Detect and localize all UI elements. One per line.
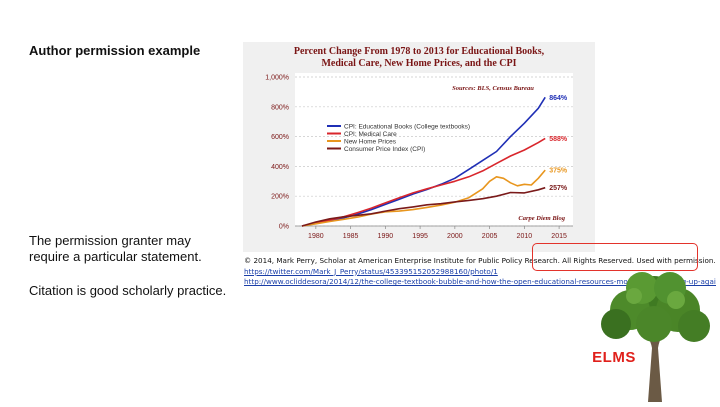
x-tick-label: 1980 [308, 233, 324, 240]
y-tick-label: 600% [271, 134, 289, 141]
series-end-label: 375% [549, 168, 568, 175]
tree-logo-icon [590, 266, 718, 402]
x-tick-label: 1990 [378, 233, 394, 240]
twitter-link[interactable]: https://twitter.com/Mark_J_Perry/status/… [244, 266, 498, 276]
series-line [301, 186, 546, 227]
source-link[interactable]: http://www.ocliddesora/2014/12/the-colle… [244, 277, 716, 286]
x-tick-label: 2015 [551, 233, 567, 240]
copyright-statement: © 2014, Mark Perry, Scholar at American … [244, 256, 716, 265]
legend-label: CPI: Educational Books (College textbook… [344, 123, 470, 130]
y-tick-label: 400% [271, 164, 289, 171]
permission-highlight [532, 243, 698, 271]
y-tick-label: 800% [271, 104, 289, 111]
x-tick-label: 1995 [412, 233, 428, 240]
x-tick-label: 2010 [517, 233, 533, 240]
chart-subtitle: Sources: BLS, Census Bureau [452, 85, 534, 92]
chart-watermark: Carpe Diem Blog [518, 215, 565, 222]
slide-title: Author permission example [29, 43, 201, 58]
chart-image: Percent Change From 1978 to 2013 for Edu… [243, 42, 595, 252]
credit-block: © 2014, Mark Perry, Scholar at American … [244, 256, 716, 288]
x-tick-label: 2000 [447, 233, 463, 240]
line-chart: Percent Change From 1978 to 2013 for Edu… [265, 46, 573, 240]
chart-title-line1: Percent Change From 1978 to 2013 for Edu… [294, 46, 545, 57]
logo-text: ELMS [592, 349, 636, 366]
permission-note: The permission granter may require a par… [29, 233, 202, 264]
y-tick-label: 1,000% [265, 75, 289, 82]
legend-label: CPI: Medical Care [344, 131, 397, 138]
series-end-label: 257% [549, 185, 568, 192]
series-end-label: 588% [549, 136, 568, 143]
chart-title-line2: Medical Care, New Home Prices, and the C… [321, 58, 516, 69]
x-tick-label: 1985 [343, 233, 359, 240]
citation-note: Citation is good scholarly practice. [29, 283, 227, 298]
y-tick-label: 200% [271, 194, 289, 201]
legend-label: Consumer Price Index (CPI) [344, 146, 425, 153]
legend-label: New Home Prices [344, 138, 397, 145]
y-tick-label: 0% [279, 224, 289, 231]
series-end-label: 864% [549, 95, 568, 102]
x-tick-label: 2005 [482, 233, 498, 240]
